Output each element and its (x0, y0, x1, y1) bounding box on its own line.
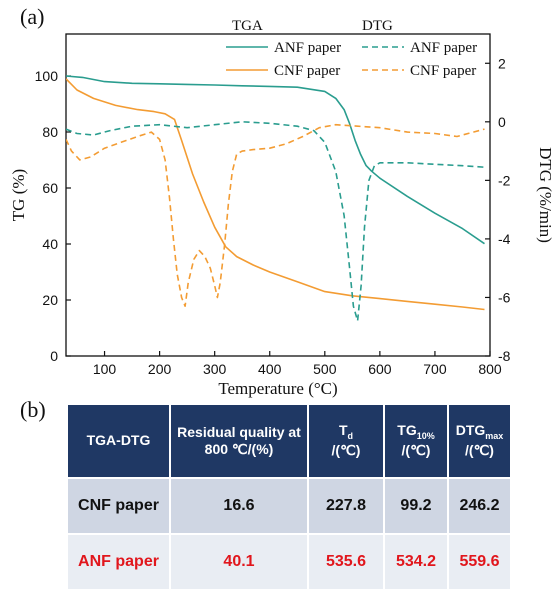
header-dtgmax: DTGmax/(℃) (447, 403, 512, 479)
x-tick-label: 800 (478, 361, 502, 377)
header-tg10: TG10%/(℃) (383, 403, 449, 479)
cell-td: 227.8 (307, 477, 385, 535)
legend-group-dtg: DTG (362, 18, 393, 34)
legend-entry-label: CNF paper (410, 63, 476, 79)
y-right-tick-label: -4 (498, 231, 511, 247)
x-tick-label: 700 (423, 361, 447, 377)
tga-dtg-table: TGA-DTG Residual quality at 800 ℃/(%) Td… (66, 403, 512, 591)
y-left-tick-label: 80 (42, 124, 58, 140)
plot-frame (65, 33, 491, 357)
table-row-cnf-paper: CNF paper 16.6 227.8 99.2 246.2 (66, 477, 512, 535)
y-axis-right-label: DTG (%/min) (536, 147, 554, 243)
cell-residual: 40.1 (169, 533, 309, 591)
legend-entry-label: ANF paper (410, 40, 477, 56)
x-tick-label: 500 (313, 361, 337, 377)
header-td: Td/(℃) (307, 403, 385, 479)
x-tick-label: 600 (368, 361, 392, 377)
y-left-tick-label: 20 (42, 292, 58, 308)
panel-a-label: (a) (20, 4, 45, 29)
legend-group-tga: TGA (232, 18, 263, 34)
y-right-tick-label: 2 (498, 55, 506, 71)
header-residual-quality: Residual quality at 800 ℃/(%) (169, 403, 309, 479)
row-label: CNF paper (66, 477, 171, 535)
series-dtg-cnf-paper (66, 123, 485, 308)
y-left-tick-label: 100 (35, 68, 59, 84)
legend-entry-label: CNF paper (274, 63, 340, 79)
y-left-tick-label: 40 (42, 236, 58, 252)
cell-dtgmax: 559.6 (447, 533, 512, 591)
cell-tg10: 534.2 (383, 533, 449, 591)
panel-b-label: (b) (20, 397, 46, 422)
series-dtg-anf-paper (66, 121, 485, 322)
tga-dtg-chart: 100 200 300 400 500 600 700 80002040608010020-2… (9, 18, 554, 398)
cell-td: 535.6 (307, 533, 385, 591)
table-header-row: TGA-DTG Residual quality at 800 ℃/(%) Td… (66, 403, 512, 479)
x-tick-label: 200 (148, 361, 172, 377)
y-left-tick-label: 0 (50, 348, 58, 364)
header-tga-dtg: TGA-DTG (66, 403, 171, 479)
y-left-tick-label: 60 (42, 180, 58, 196)
series-tga-anf-paper (66, 75, 485, 245)
cell-dtgmax: 246.2 (447, 477, 512, 535)
cell-tg10: 99.2 (383, 477, 449, 535)
x-tick-label: 400 (258, 361, 282, 377)
row-label: ANF paper (66, 533, 171, 591)
y-right-tick-label: 0 (498, 114, 506, 130)
series-tga-cnf-paper (66, 78, 485, 311)
y-right-tick-label: -6 (498, 289, 511, 305)
y-right-tick-label: -2 (498, 172, 511, 188)
cell-residual: 16.6 (169, 477, 309, 535)
x-tick-label: 300 (203, 361, 227, 377)
x-tick-label: 100 (93, 361, 117, 377)
x-axis-label: Temperature (°C) (218, 379, 337, 398)
y-right-tick-label: -8 (498, 348, 511, 364)
legend-entry-label: ANF paper (274, 40, 341, 56)
table-row-anf-paper: ANF paper 40.1 535.6 534.2 559.6 (66, 533, 512, 591)
y-axis-left-label: TG (%) (9, 169, 28, 221)
